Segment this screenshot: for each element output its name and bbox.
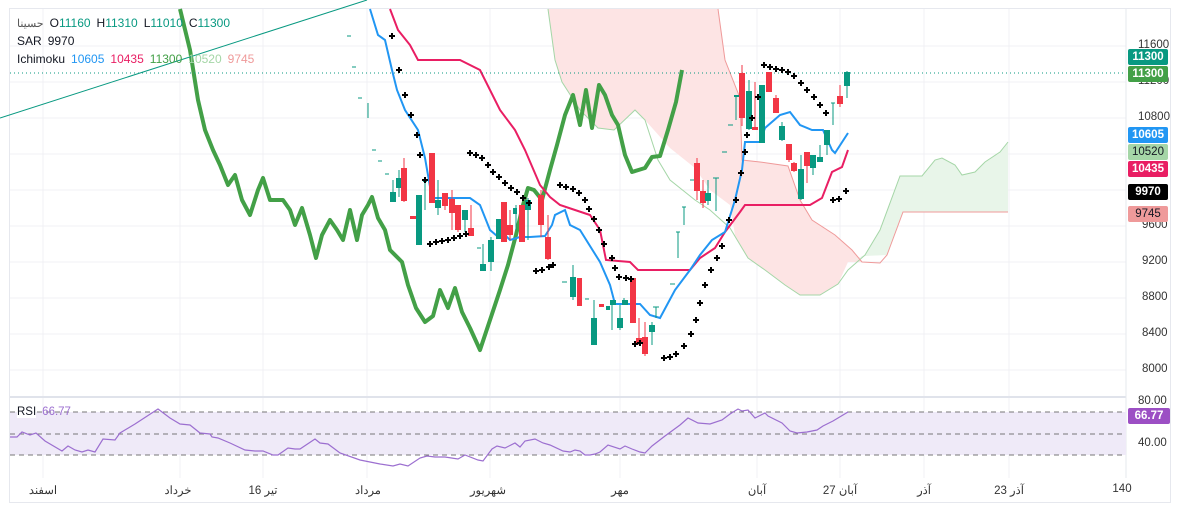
time-label: 140 — [1112, 483, 1132, 495]
sar-tag: 9970 — [1128, 184, 1168, 200]
conversion-line-tag: 10605 — [1128, 127, 1168, 143]
ichimoku-cloud-bullish — [848, 142, 1008, 262]
high-label: H — [96, 16, 106, 30]
last-price-tag: 11300 — [1128, 49, 1168, 65]
lead-b-tag: 9745 — [1128, 206, 1168, 222]
price-tick: 8000 — [1142, 363, 1168, 375]
open-value: 11160 — [58, 16, 91, 30]
price-tick: 8800 — [1142, 291, 1168, 303]
grid — [10, 9, 1126, 478]
ichimoku-legend[interactable]: Ichimoku 10605 10435 11300 10520 9745 — [17, 52, 260, 66]
ichimoku-label: Ichimoku — [17, 52, 66, 66]
lead-a-tag: 10520 — [1128, 144, 1168, 160]
ichimoku-lagging-span — [178, 8, 684, 352]
time-label: خرداد — [164, 485, 192, 497]
parabolic-sar — [389, 33, 849, 361]
time-label: آذر 23 — [994, 485, 1024, 497]
ichimoku-cloud-bearish — [548, 9, 862, 295]
ohlc-legend: حسینا O11160 H11310 L11010 C11300 — [17, 16, 236, 31]
time-label: اسفند — [28, 485, 58, 497]
ichimoku-base-value: 10435 — [110, 52, 144, 66]
rsi-value: 66.77 — [42, 406, 71, 418]
rsi-bands — [10, 411, 1126, 456]
rsi-label: RSI — [17, 406, 37, 418]
low-label: L — [143, 16, 151, 30]
time-label: مهر — [611, 485, 629, 497]
ichimoku-lead-b-value: 9745 — [227, 52, 255, 66]
ichimoku-conversion-value: 10605 — [71, 52, 105, 66]
rsi-tick: 80.00 — [1138, 395, 1167, 407]
candlesticks[interactable] — [0, 0, 850, 356]
base-line-tag: 10435 — [1128, 161, 1168, 177]
ichimoku-lead-b — [717, 8, 1008, 264]
time-label: شهریور — [470, 485, 506, 497]
sar-value: 9970 — [47, 34, 75, 48]
time-label: مرداد — [355, 485, 381, 497]
rsi-line — [10, 408, 849, 467]
price-tick: 9600 — [1142, 219, 1168, 231]
close-label: C — [188, 16, 198, 30]
rsi-legend[interactable]: RSI 66.77 — [17, 405, 77, 419]
price-tick: 11600 — [1138, 39, 1170, 51]
symbol-name[interactable]: حسینا — [17, 18, 44, 30]
low-value: 11010 — [150, 16, 183, 30]
ichimoku-lagging-value: 11300 — [149, 52, 183, 66]
high-value: 11310 — [105, 16, 138, 30]
sar-legend[interactable]: SAR 9970 — [17, 34, 80, 48]
rsi-value-tag: 66.77 — [1128, 408, 1170, 424]
price-tick: 10800 — [1138, 111, 1170, 123]
lagging-span-tag: 11300 — [1128, 66, 1168, 82]
sar-label: SAR — [17, 34, 42, 48]
rsi-tick: 40.00 — [1138, 437, 1167, 449]
close-value: 11300 — [197, 16, 231, 30]
time-label: آبان 27 — [822, 485, 858, 497]
ichimoku-lead-a-value: 10520 — [188, 52, 222, 66]
open-label: O — [49, 16, 59, 30]
time-label: آبان — [747, 485, 767, 497]
price-tick: 9200 — [1142, 255, 1168, 267]
time-label: آذر — [917, 485, 931, 497]
time-label: تیر 16 — [248, 485, 278, 497]
price-tick: 8400 — [1142, 327, 1168, 339]
